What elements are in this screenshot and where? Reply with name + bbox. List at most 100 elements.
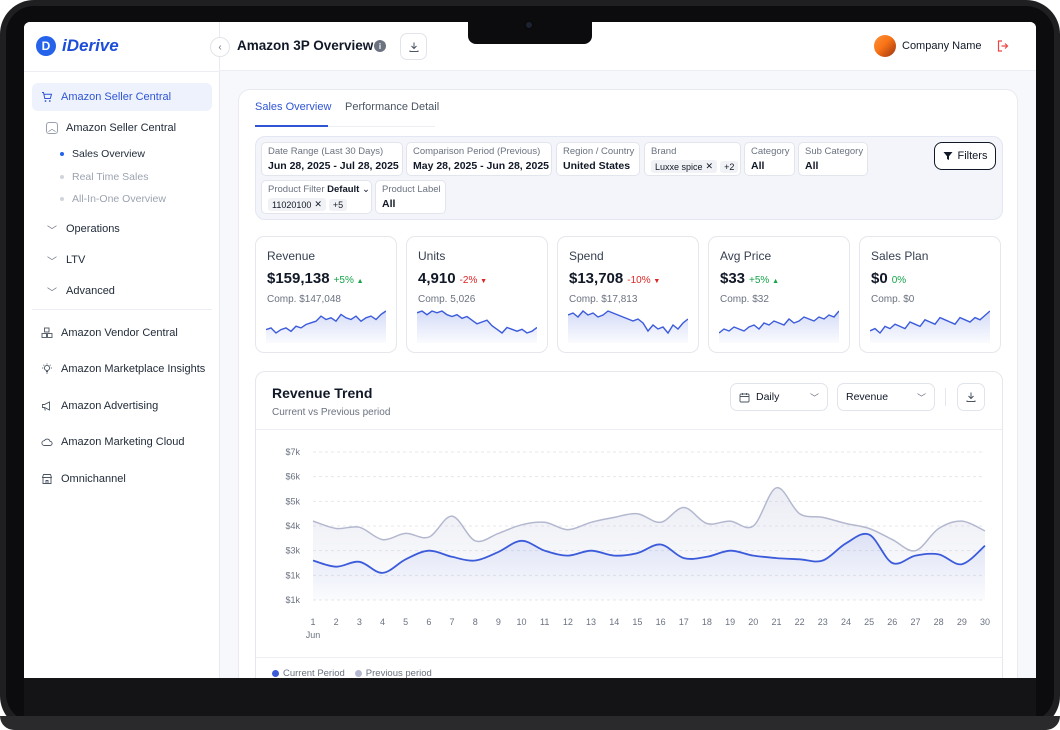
tabs-divider (255, 126, 435, 127)
x-tick-label: 1 (310, 617, 315, 627)
sub-category-filter[interactable]: Sub Category All (798, 142, 868, 176)
chart-download-button[interactable] (957, 383, 985, 411)
sidebar-item-amazon-advertising[interactable]: Amazon Advertising (32, 394, 212, 418)
sidebar-item-real-time-sales[interactable]: Real Time Sales (60, 168, 148, 186)
current-period-line[interactable] (312, 532, 986, 574)
x-tick-label: 18 (702, 617, 712, 627)
avatar[interactable] (874, 35, 896, 57)
sparkline-line (417, 310, 537, 334)
sidebar-item-sales-overview[interactable]: Sales Overview (60, 145, 145, 163)
sidebar-item-amazon-marketplace-insights[interactable]: Amazon Marketplace Insights (32, 357, 212, 381)
kpi-title: Avg Price (720, 249, 772, 263)
chip-label: Luxxe spice (655, 161, 703, 172)
sidebar-item-omnichannel[interactable]: Omnichannel (32, 467, 212, 491)
download-button[interactable] (400, 33, 427, 60)
kpi-delta-text: +5% (749, 275, 770, 286)
filter-value: Luxxe spice ✕ +2 (651, 160, 739, 173)
legend-label: Current Period (283, 668, 345, 678)
trend-arrow-icon: ▲ (772, 278, 780, 285)
brand-filter[interactable]: Brand Luxxe spice ✕ +2 (644, 142, 741, 176)
sidebar-section-advanced[interactable]: ﹀ Advanced (46, 281, 216, 301)
kpi-title: Revenue (267, 249, 316, 263)
filter-value: All (805, 160, 819, 172)
legend-item-current[interactable]: Current Period (272, 668, 345, 678)
tab-performance-detail[interactable]: Performance Detail (345, 101, 440, 113)
tab-sales-overview[interactable]: Sales Overview (255, 101, 332, 113)
chip-label: 11020100 (272, 199, 312, 210)
kpi-value: $33 +5% ▲ (720, 270, 779, 287)
legend-item-previous[interactable]: Previous period (354, 668, 432, 678)
granularity-select[interactable]: Daily ﹀ (730, 383, 828, 411)
close-icon[interactable]: ✕ (705, 161, 714, 171)
previous-period-line[interactable] (312, 487, 986, 552)
filter-value: Jun 28, 2025 - Jul 28, 2025 (268, 160, 399, 172)
kpi-delta-text: -10% (627, 275, 651, 286)
sparkline-line (870, 310, 990, 335)
product-filter-mode[interactable]: Default (327, 184, 360, 195)
sidebar-item-label: Amazon Advertising (61, 400, 159, 412)
kpi-delta: -10% ▼ (627, 275, 660, 286)
x-tick-label: 28 (934, 617, 944, 627)
chart-legend: Current Period Previous period (272, 668, 432, 678)
sidebar-group-label: Amazon Seller Central (66, 122, 177, 134)
logout-button[interactable] (996, 39, 1010, 56)
bullet-icon (60, 152, 64, 156)
sidebar-item-amazon-vendor-central[interactable]: Amazon Vendor Central (32, 321, 212, 345)
x-tick-label: 6 (426, 617, 431, 627)
x-tick-label: 24 (841, 617, 851, 627)
filter-value: All (382, 198, 396, 210)
metric-select[interactable]: Revenue ﹀ (837, 383, 935, 411)
sidebar-item-amazon-seller-central[interactable]: Amazon Seller Central (32, 83, 212, 111)
kpi-card-spend[interactable]: Spend $13,708 -10% ▼ Comp. $17,813 (557, 236, 699, 353)
sidebar-section-operations[interactable]: ﹀ Operations (46, 219, 216, 239)
toolbar-divider (945, 388, 946, 406)
product-label-filter[interactable]: Product Label All (375, 180, 446, 214)
product-filter[interactable]: Product Filter Default ⌄ 11020100 ✕ +5 (261, 180, 372, 214)
page-title: Amazon 3P Overview (237, 38, 374, 53)
chevron-left-icon: ‹ (218, 41, 222, 53)
x-tick-label: 25 (864, 617, 874, 627)
sidebar-group-amazon-seller-central[interactable]: ︿ Amazon Seller Central (46, 118, 216, 138)
info-icon[interactable]: i (374, 40, 386, 52)
kpi-card-avg-price[interactable]: Avg Price $33 +5% ▲ Comp. $32 (708, 236, 850, 353)
filter-label: Comparison Period (Previous) (413, 146, 541, 157)
sidebar-item-label: Amazon Marketing Cloud (61, 436, 185, 448)
company-name[interactable]: Company Name (902, 40, 982, 52)
sidebar-section-ltv[interactable]: ﹀ LTV (46, 250, 216, 270)
kpi-delta-text: 0% (891, 275, 907, 286)
comparison-period-filter[interactable]: Comparison Period (Previous) May 28, 202… (406, 142, 552, 176)
region-filter[interactable]: Region / Country United States (556, 142, 640, 176)
date-range-filter[interactable]: Date Range (Last 30 Days) Jun 28, 2025 -… (261, 142, 403, 176)
kpi-sparkline (266, 310, 386, 343)
sidebar-item-label: Real Time Sales (72, 171, 149, 183)
y-tick-label: $3k (285, 546, 300, 556)
kpi-title: Units (418, 249, 446, 263)
cart-icon (41, 91, 53, 103)
kpi-comparison: Comp. $32 (720, 294, 769, 305)
sidebar-item-amazon-marketing-cloud[interactable]: Amazon Marketing Cloud (32, 430, 212, 454)
category-filter[interactable]: Category All (744, 142, 795, 176)
y-tick-label: $4k (285, 521, 300, 531)
x-tick-label: 5 (403, 617, 408, 627)
kpi-card-sales-plan[interactable]: Sales Plan $0 0% Comp. $0 (859, 236, 1001, 353)
logo-text: iDerive (62, 36, 119, 55)
x-tick-label: 9 (496, 617, 501, 627)
close-icon[interactable]: ✕ (314, 199, 322, 209)
filters-button[interactable]: Filters (934, 142, 996, 170)
sidebar-section-label: Advanced (66, 285, 115, 297)
filter-label: Brand (651, 146, 677, 157)
kpi-card-revenue[interactable]: Revenue $159,138 +5% ▲ Comp. $147,048 (255, 236, 397, 353)
revenue-trend-chart: $7k$6k$5k$4k$3k$1k$1k1 2 3 4 5 6 7 8 9 10 11 12 13 14… (285, 447, 990, 640)
laptop-chin (24, 678, 1036, 722)
download-icon (409, 42, 418, 52)
collapse-sidebar-button[interactable]: ‹ (210, 37, 230, 57)
kpi-sparkline (719, 310, 839, 343)
sidebar-item-label: Omnichannel (61, 473, 126, 485)
kpi-card-units[interactable]: Units 4,910 -2% ▼ Comp. 5,026 (406, 236, 548, 353)
chart-footer-divider (256, 657, 1002, 658)
kpi-comparison: Comp. 5,026 (418, 294, 476, 305)
sidebar-item-all-in-one-overview[interactable]: All-In-One Overview (60, 190, 166, 208)
kpi-comparison: Comp. $147,048 (267, 294, 341, 305)
logo[interactable]: D iDerive (36, 36, 119, 56)
sparkline-area (266, 311, 386, 343)
